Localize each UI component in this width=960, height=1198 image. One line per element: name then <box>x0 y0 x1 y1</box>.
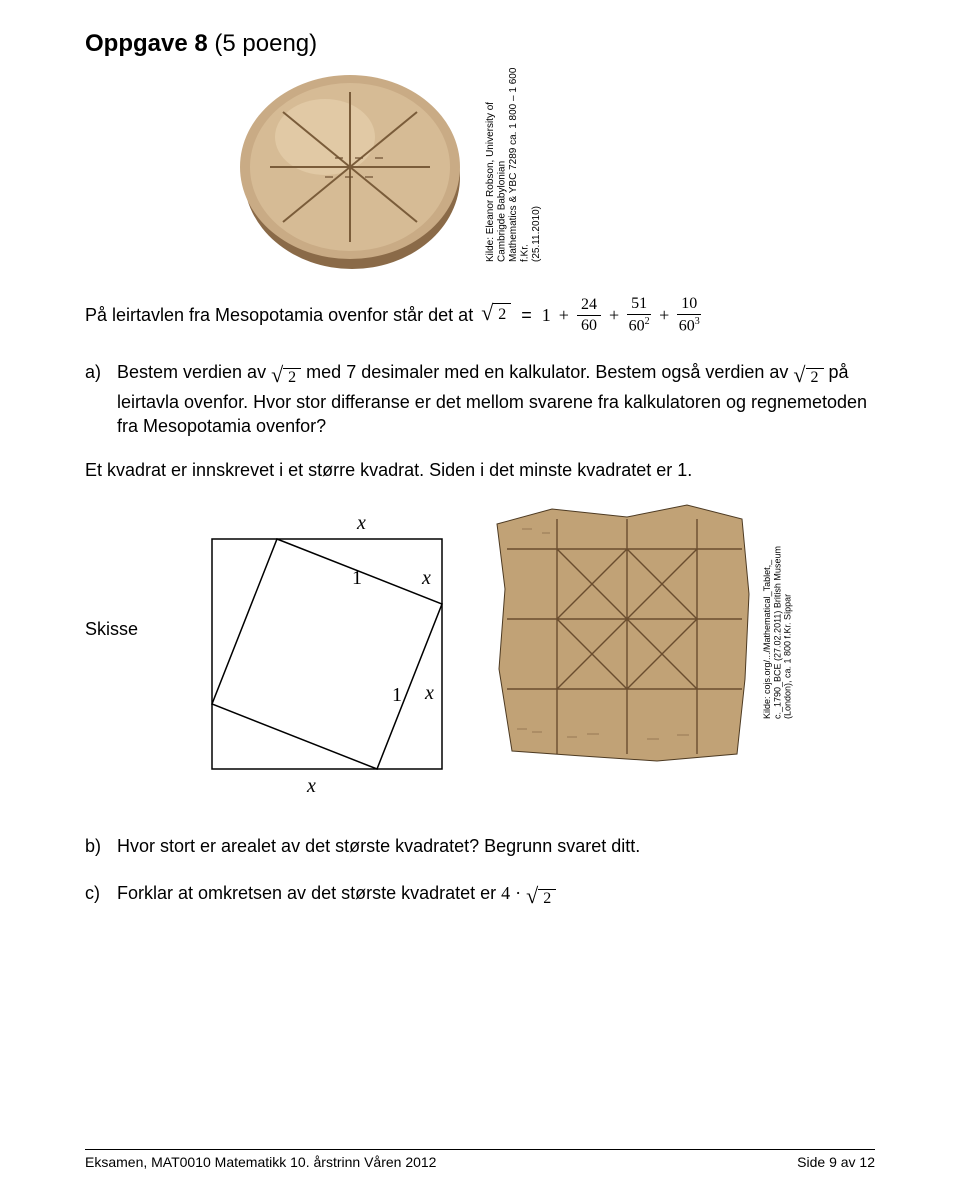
intro-text: På leirtavlen fra Mesopotamia ovenfor st… <box>85 305 473 326</box>
tablet2-source: Kilde: cojs.org/.../Mathematical_Tablet,… <box>762 519 793 719</box>
part-c-body: Forklar at omkretsen av det største kvad… <box>117 881 875 910</box>
task-points: (5 poeng) <box>214 30 317 57</box>
footer-right: Side 9 av 12 <box>797 1154 875 1170</box>
page-footer: Eksamen, MAT0010 Matematikk 10. årstrinn… <box>85 1149 875 1170</box>
sqrt-inline: √2 <box>271 364 301 389</box>
part-letter: b) <box>85 834 117 858</box>
clay-tablet-image <box>225 62 475 272</box>
source-line: c._1790_BCE (27.02.2011) British <box>772 583 782 719</box>
label-one: 1 <box>392 684 402 706</box>
part-a: a) Bestem verdien av √2 med 7 desimaler … <box>85 360 875 438</box>
formula-rhs: 1 + 24 60 + 51 602 + 10 603 <box>542 296 701 334</box>
source-line: (25.11.2010) <box>531 62 543 262</box>
part-c: c) Forklar at omkretsen av det største k… <box>85 881 875 910</box>
part-a-body: Bestem verdien av √2 med 7 desimaler med… <box>117 360 875 438</box>
tablet-source: Kilde: Eleanor Robson, University of Cam… <box>485 62 543 262</box>
part-letter: a) <box>85 360 117 438</box>
sketch-label: Skisse <box>85 619 167 640</box>
label-x: x <box>424 682 434 704</box>
source-line: Kilde: <box>762 697 772 720</box>
fraction: 51 602 <box>627 296 651 334</box>
label-x: x <box>356 512 366 534</box>
fraction: 24 60 <box>577 297 601 334</box>
multiplication-dot: · <box>515 883 521 903</box>
label-x: x <box>421 567 431 589</box>
mid-sentence: Et kvadrat er innskrevet i et større kva… <box>85 460 875 481</box>
task-number: Oppgave 8 <box>85 30 208 57</box>
part-b-body: Hvor stort er arealet av det største kva… <box>117 834 875 858</box>
coefficient: 4 <box>501 883 510 903</box>
source-line: cojs.org/.../Mathematical_Tablet,_ <box>762 560 772 694</box>
tablet-figure: Kilde: Eleanor Robson, University of Cam… <box>85 62 875 272</box>
source-line: Kilde: Eleanor Robson, University of Cam… <box>485 62 508 262</box>
part-letter: c) <box>85 881 117 910</box>
intro-formula-line: På leirtavlen fra Mesopotamia ovenfor st… <box>85 296 875 334</box>
sqrt-inline: √2 <box>793 364 823 389</box>
tablet2-image <box>487 499 757 769</box>
source-line: Mathematics & YBC 7289 ca. 1 800 – 1 600… <box>508 62 531 262</box>
leading-one: 1 <box>542 305 551 326</box>
sqrt-inline: √2 <box>526 885 556 910</box>
equals-sign: = <box>519 305 534 326</box>
part-b: b) Hvor stort er arealet av det største … <box>85 834 875 858</box>
label-one: 1 <box>352 567 362 589</box>
sqrt-symbol: √2 <box>481 303 511 326</box>
sketch-diagram: x x x x 1 1 <box>172 499 482 804</box>
label-x: x <box>306 775 316 797</box>
task-title: Oppgave 8 (5 poeng) <box>85 30 875 58</box>
footer-left: Eksamen, MAT0010 Matematikk 10. årstrinn… <box>85 1154 436 1170</box>
fraction: 10 603 <box>677 296 701 334</box>
sketch-row: Skisse x x x x 1 1 <box>85 499 875 804</box>
exam-page: Oppgave 8 (5 poeng) Kilde: Eleanor R <box>0 0 960 1198</box>
